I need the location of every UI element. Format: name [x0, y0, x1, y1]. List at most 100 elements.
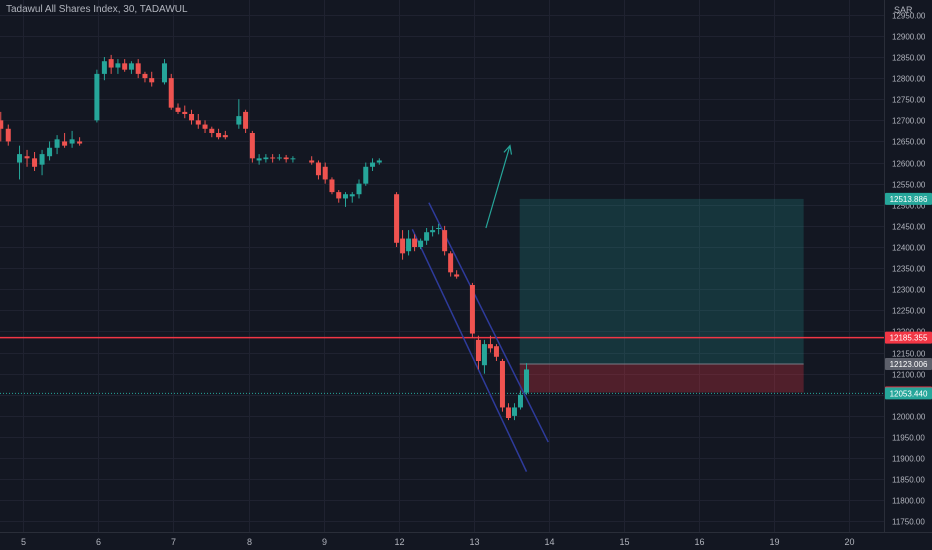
candle [356, 179, 362, 199]
arrow-shaft [485, 145, 511, 229]
candle [442, 225, 448, 256]
candle-body [216, 133, 222, 138]
candle-body [400, 238, 406, 254]
candle [149, 71, 155, 87]
candle [290, 156, 296, 163]
price-labels: 12513.88612185.35512123.00612055.4351205… [885, 192, 932, 400]
candle [256, 154, 262, 165]
candle [263, 154, 269, 163]
candle [418, 238, 424, 250]
candle-body [115, 63, 121, 68]
price-label-text: 12053.440 [890, 389, 928, 398]
candle-body [161, 63, 167, 83]
candle-body [209, 128, 215, 133]
candle-body [469, 285, 475, 334]
price-label-box [885, 387, 932, 400]
candle [115, 59, 121, 74]
candle [276, 154, 282, 161]
candle-body [412, 238, 418, 247]
candle-body [122, 63, 128, 70]
candle [39, 149, 45, 176]
candle-body [189, 114, 195, 121]
candle [336, 190, 342, 203]
candle-body [32, 158, 38, 167]
candle-body [276, 157, 282, 159]
candle-body [394, 194, 400, 243]
candle-body [418, 240, 424, 247]
grid-lines [0, 0, 884, 532]
candle [77, 137, 83, 146]
candle [24, 149, 30, 167]
y-tick-label: 12100.00 [892, 371, 926, 380]
candle [363, 162, 369, 186]
candle-body [182, 111, 188, 114]
time-axis[interactable]: 5 6 7 8 9 12 13 14 15 16 19 20 [21, 537, 855, 547]
price-label-box [885, 192, 932, 205]
candle [122, 59, 128, 72]
y-tick-label: 11950.00 [892, 434, 925, 443]
candle-body [424, 232, 430, 241]
candle [436, 223, 442, 235]
candle-body [442, 230, 448, 252]
candle-body [195, 120, 201, 125]
x-tick-label: 8 [247, 537, 252, 547]
candle-body [149, 78, 155, 83]
candle-body [101, 61, 107, 74]
channel-line [428, 202, 549, 443]
candle [424, 228, 430, 245]
candle-body [62, 141, 68, 146]
candle-body [54, 139, 60, 148]
candle [69, 130, 75, 148]
x-tick-label: 13 [469, 537, 479, 547]
y-tick-label: 12750.00 [892, 96, 926, 105]
candle [499, 358, 505, 412]
candle [283, 154, 289, 163]
candle [315, 160, 321, 180]
candle-body [5, 128, 11, 142]
x-tick-label: 5 [21, 537, 26, 547]
candle [249, 130, 255, 163]
candle [493, 344, 499, 361]
y-tick-label: 12150.00 [892, 350, 926, 359]
y-tick-label: 12250.00 [892, 307, 926, 316]
candle-body [517, 394, 523, 408]
candle-body [342, 194, 348, 199]
y-tick-label: 12300.00 [892, 286, 926, 295]
candle [168, 73, 174, 110]
y-tick-label: 12900.00 [892, 33, 926, 42]
candle-body [17, 154, 23, 163]
candle [94, 69, 100, 123]
candle [481, 339, 487, 374]
candle [243, 109, 249, 133]
candle [47, 141, 53, 161]
candle-body [108, 59, 114, 68]
candle [454, 270, 460, 279]
candle-body [202, 124, 208, 129]
candle [175, 103, 181, 114]
x-tick-label: 15 [619, 537, 629, 547]
candle-body [256, 158, 262, 161]
profit-zone [519, 198, 804, 364]
candle [517, 390, 523, 410]
candle-body [363, 166, 369, 184]
price-label-box [885, 357, 932, 370]
candle-body [329, 179, 335, 193]
candle [505, 403, 511, 421]
candle-body [236, 116, 242, 125]
candle [270, 154, 276, 163]
y-tick-label: 12950.00 [892, 12, 926, 21]
y-tick-label: 12550.00 [892, 181, 926, 190]
candle [469, 282, 475, 338]
x-tick-label: 12 [394, 537, 404, 547]
candle-body [523, 369, 529, 393]
candle-body [243, 111, 249, 129]
price-label-text: 12513.886 [890, 195, 928, 204]
x-tick-label: 20 [844, 537, 854, 547]
candle-body [47, 147, 53, 157]
candle-body [309, 160, 315, 163]
candle [511, 403, 517, 421]
candle-body [135, 63, 141, 74]
y-tick-label: 12700.00 [892, 117, 926, 126]
